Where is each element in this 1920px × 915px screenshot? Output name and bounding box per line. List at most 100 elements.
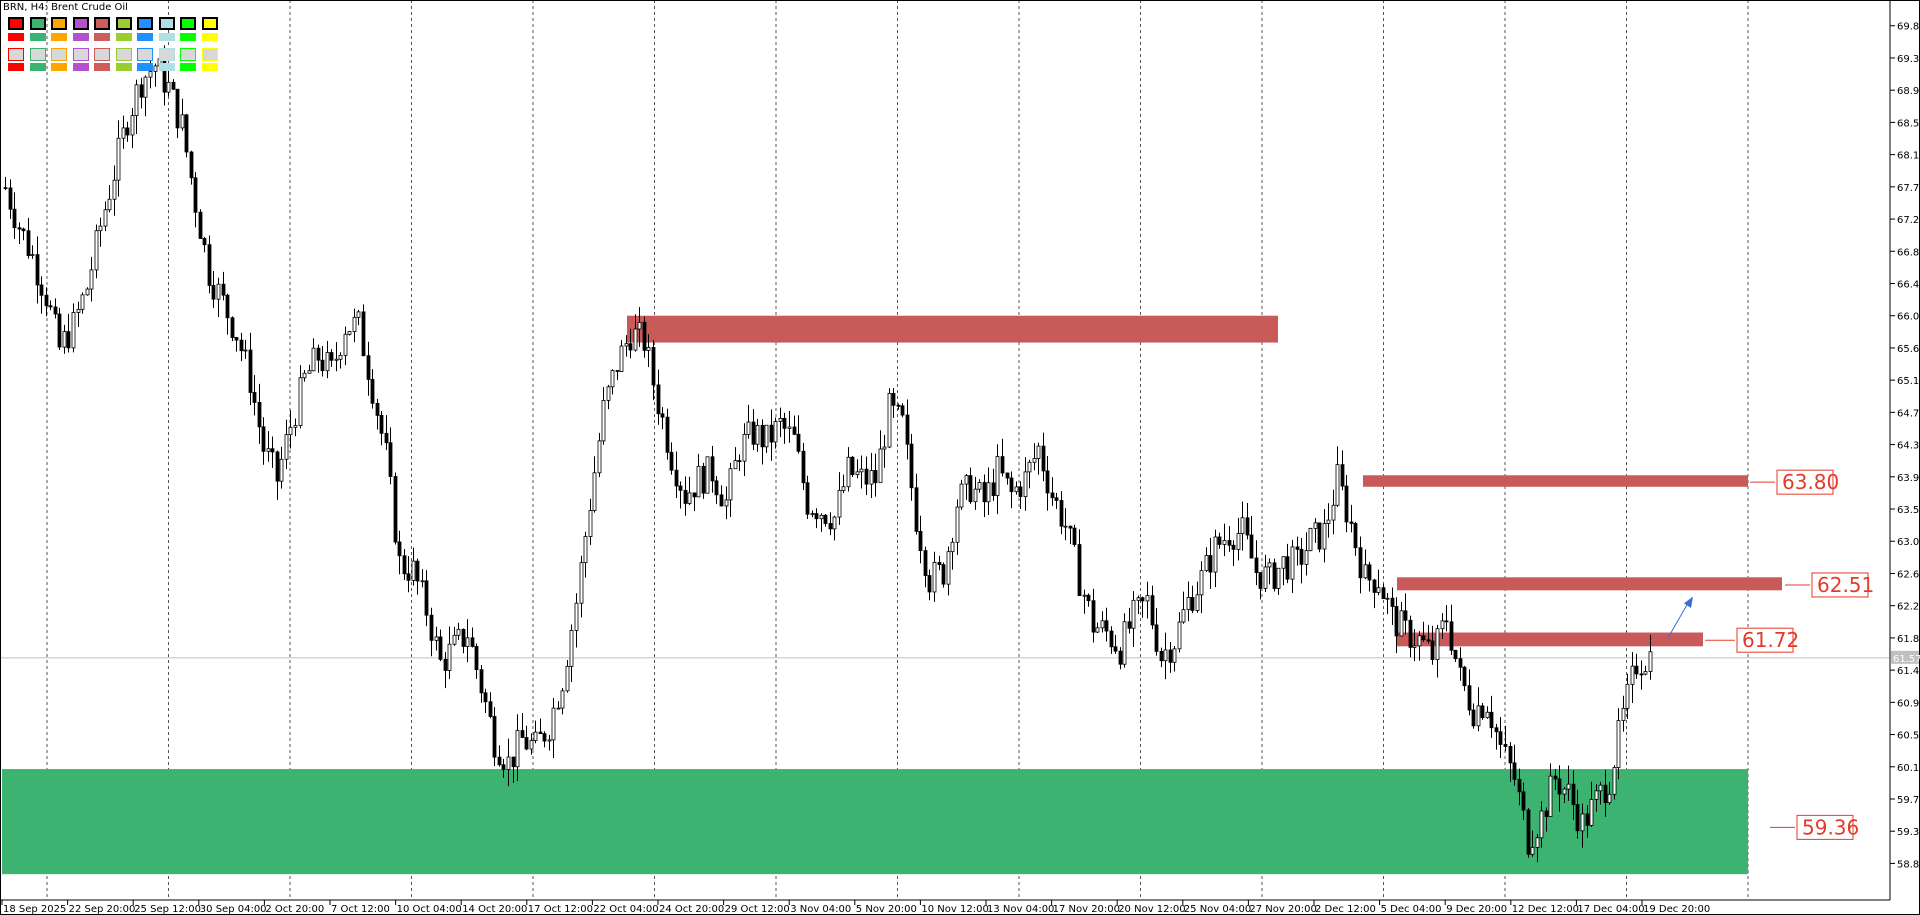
palette-swatch[interactable] (94, 33, 110, 41)
palette-swatch[interactable] (51, 17, 67, 30)
palette-swatch[interactable] (158, 33, 175, 41)
candle-body (62, 331, 67, 348)
candle-body (1521, 791, 1526, 811)
palette-swatch[interactable] (94, 17, 110, 30)
candle-body (112, 179, 117, 200)
palette-swatch[interactable] (201, 17, 218, 30)
candle-body (1140, 597, 1145, 602)
candle-body (1276, 567, 1281, 589)
palette-swatch[interactable] (8, 17, 24, 30)
palette-swatch[interactable] (72, 17, 89, 30)
palette-swatch[interactable] (29, 63, 46, 71)
candle-body (814, 513, 819, 520)
candle-body (719, 494, 724, 507)
palette-swatch[interactable] (137, 17, 153, 30)
palette-swatch[interactable] (115, 63, 132, 71)
candle-body (1508, 746, 1513, 764)
resistance-zone[interactable] (1397, 577, 1782, 591)
candle-body (1036, 445, 1041, 459)
palette-swatch[interactable] (8, 63, 24, 71)
level-label-box[interactable] (1776, 469, 1834, 495)
palette-swatch[interactable] (180, 17, 196, 30)
palette-swatch[interactable] (29, 33, 46, 41)
palette-swatch[interactable] (180, 48, 196, 61)
candle-body (1408, 619, 1413, 648)
palette-swatch[interactable] (72, 48, 89, 61)
palette-swatch[interactable] (201, 33, 218, 41)
candle-body (669, 451, 674, 471)
palette-swatch[interactable] (94, 63, 110, 71)
resistance-zone[interactable] (627, 315, 1278, 343)
palette-swatch[interactable] (201, 63, 218, 71)
color-palette-panel[interactable] (8, 17, 224, 87)
candle-body (1204, 555, 1209, 572)
candle-body (184, 114, 189, 153)
candle-body (1358, 547, 1363, 579)
palette-swatch[interactable] (29, 48, 46, 61)
price-tick-label: 66.45 (1897, 279, 1920, 290)
palette-swatch[interactable] (115, 33, 132, 41)
candle-body (1299, 548, 1304, 565)
candle-body (674, 469, 679, 487)
resistance-zone[interactable] (1363, 475, 1748, 487)
level-label-box[interactable] (1796, 814, 1854, 840)
candle-body (1639, 673, 1644, 676)
palette-swatch[interactable] (158, 17, 175, 30)
palette-swatch[interactable] (72, 33, 89, 41)
candle-body (977, 482, 982, 490)
trend-arrow[interactable] (1667, 596, 1693, 639)
candle-body (805, 482, 810, 515)
palette-swatch[interactable] (8, 48, 24, 61)
candle-body (153, 65, 158, 72)
time-tick-label: 29 Oct 12:00 (725, 904, 790, 915)
level-label-r2: 62.51 (1817, 573, 1874, 597)
candle-body (579, 562, 584, 604)
palette-swatch[interactable] (137, 33, 153, 41)
palette-swatch[interactable] (180, 63, 196, 71)
candle-body (1295, 546, 1300, 550)
candle-body (787, 426, 792, 429)
palette-swatch[interactable] (115, 48, 132, 61)
candle-body (882, 446, 887, 450)
price-tick-label: 67.71 (1897, 183, 1920, 194)
candle-body (134, 84, 139, 117)
candle-body (982, 482, 987, 503)
time-tick-label: 5 Dec 04:00 (1381, 904, 1442, 915)
candle-body (1462, 666, 1467, 687)
candle-body (923, 550, 928, 576)
palette-swatch[interactable] (29, 17, 46, 30)
candle-body (424, 580, 429, 616)
palette-swatch[interactable] (51, 48, 67, 61)
candle-body (574, 602, 579, 631)
palette-swatch[interactable] (8, 33, 24, 41)
palette-swatch[interactable] (115, 17, 132, 30)
level-label-box[interactable] (1811, 572, 1869, 598)
candle-body (1480, 705, 1485, 719)
time-tick-label: 12 Dec 12:00 (1512, 904, 1579, 915)
palette-swatch[interactable] (51, 33, 67, 41)
palette-swatch[interactable] (137, 48, 153, 61)
palette-swatch[interactable] (180, 33, 196, 41)
level-label-box[interactable] (1736, 627, 1794, 653)
palette-swatch[interactable] (72, 63, 89, 71)
candle-body (1059, 500, 1064, 527)
price-axis[interactable]: 69.81 69.39 68.97 68.55 68.13 67.71 67.29 66.87… (1890, 22, 1920, 871)
palette-swatch[interactable] (94, 48, 110, 61)
candle-body (189, 151, 194, 179)
candle-body (601, 399, 606, 442)
candle-body (375, 402, 380, 416)
support-zone[interactable] (2, 769, 1748, 875)
candle-body (388, 442, 393, 477)
palette-swatch[interactable] (51, 63, 67, 71)
palette-swatch[interactable] (158, 48, 175, 61)
candle-body (905, 414, 910, 445)
candle-body (547, 739, 552, 742)
palette-swatch[interactable] (137, 63, 153, 71)
palette-swatch[interactable] (158, 63, 175, 71)
palette-swatch[interactable] (201, 48, 218, 61)
candle-body (1634, 665, 1639, 675)
resistance-zone[interactable] (1397, 632, 1703, 647)
time-tick-label: 17 Oct 12:00 (528, 904, 593, 915)
